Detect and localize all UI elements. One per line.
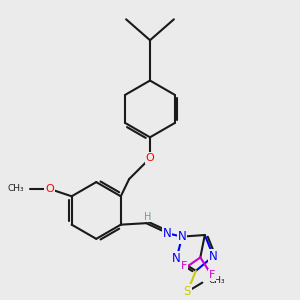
Text: S: S [184, 285, 191, 298]
Text: CH₃: CH₃ [8, 184, 25, 193]
Text: O: O [146, 153, 154, 163]
Text: N: N [172, 252, 181, 265]
Text: F: F [181, 261, 187, 272]
Text: N: N [178, 230, 186, 243]
Text: N: N [209, 250, 218, 263]
Text: N: N [163, 227, 172, 240]
Text: O: O [45, 184, 54, 194]
Text: H: H [144, 212, 152, 222]
Text: F: F [209, 270, 215, 280]
Text: CH₃: CH₃ [208, 276, 225, 285]
